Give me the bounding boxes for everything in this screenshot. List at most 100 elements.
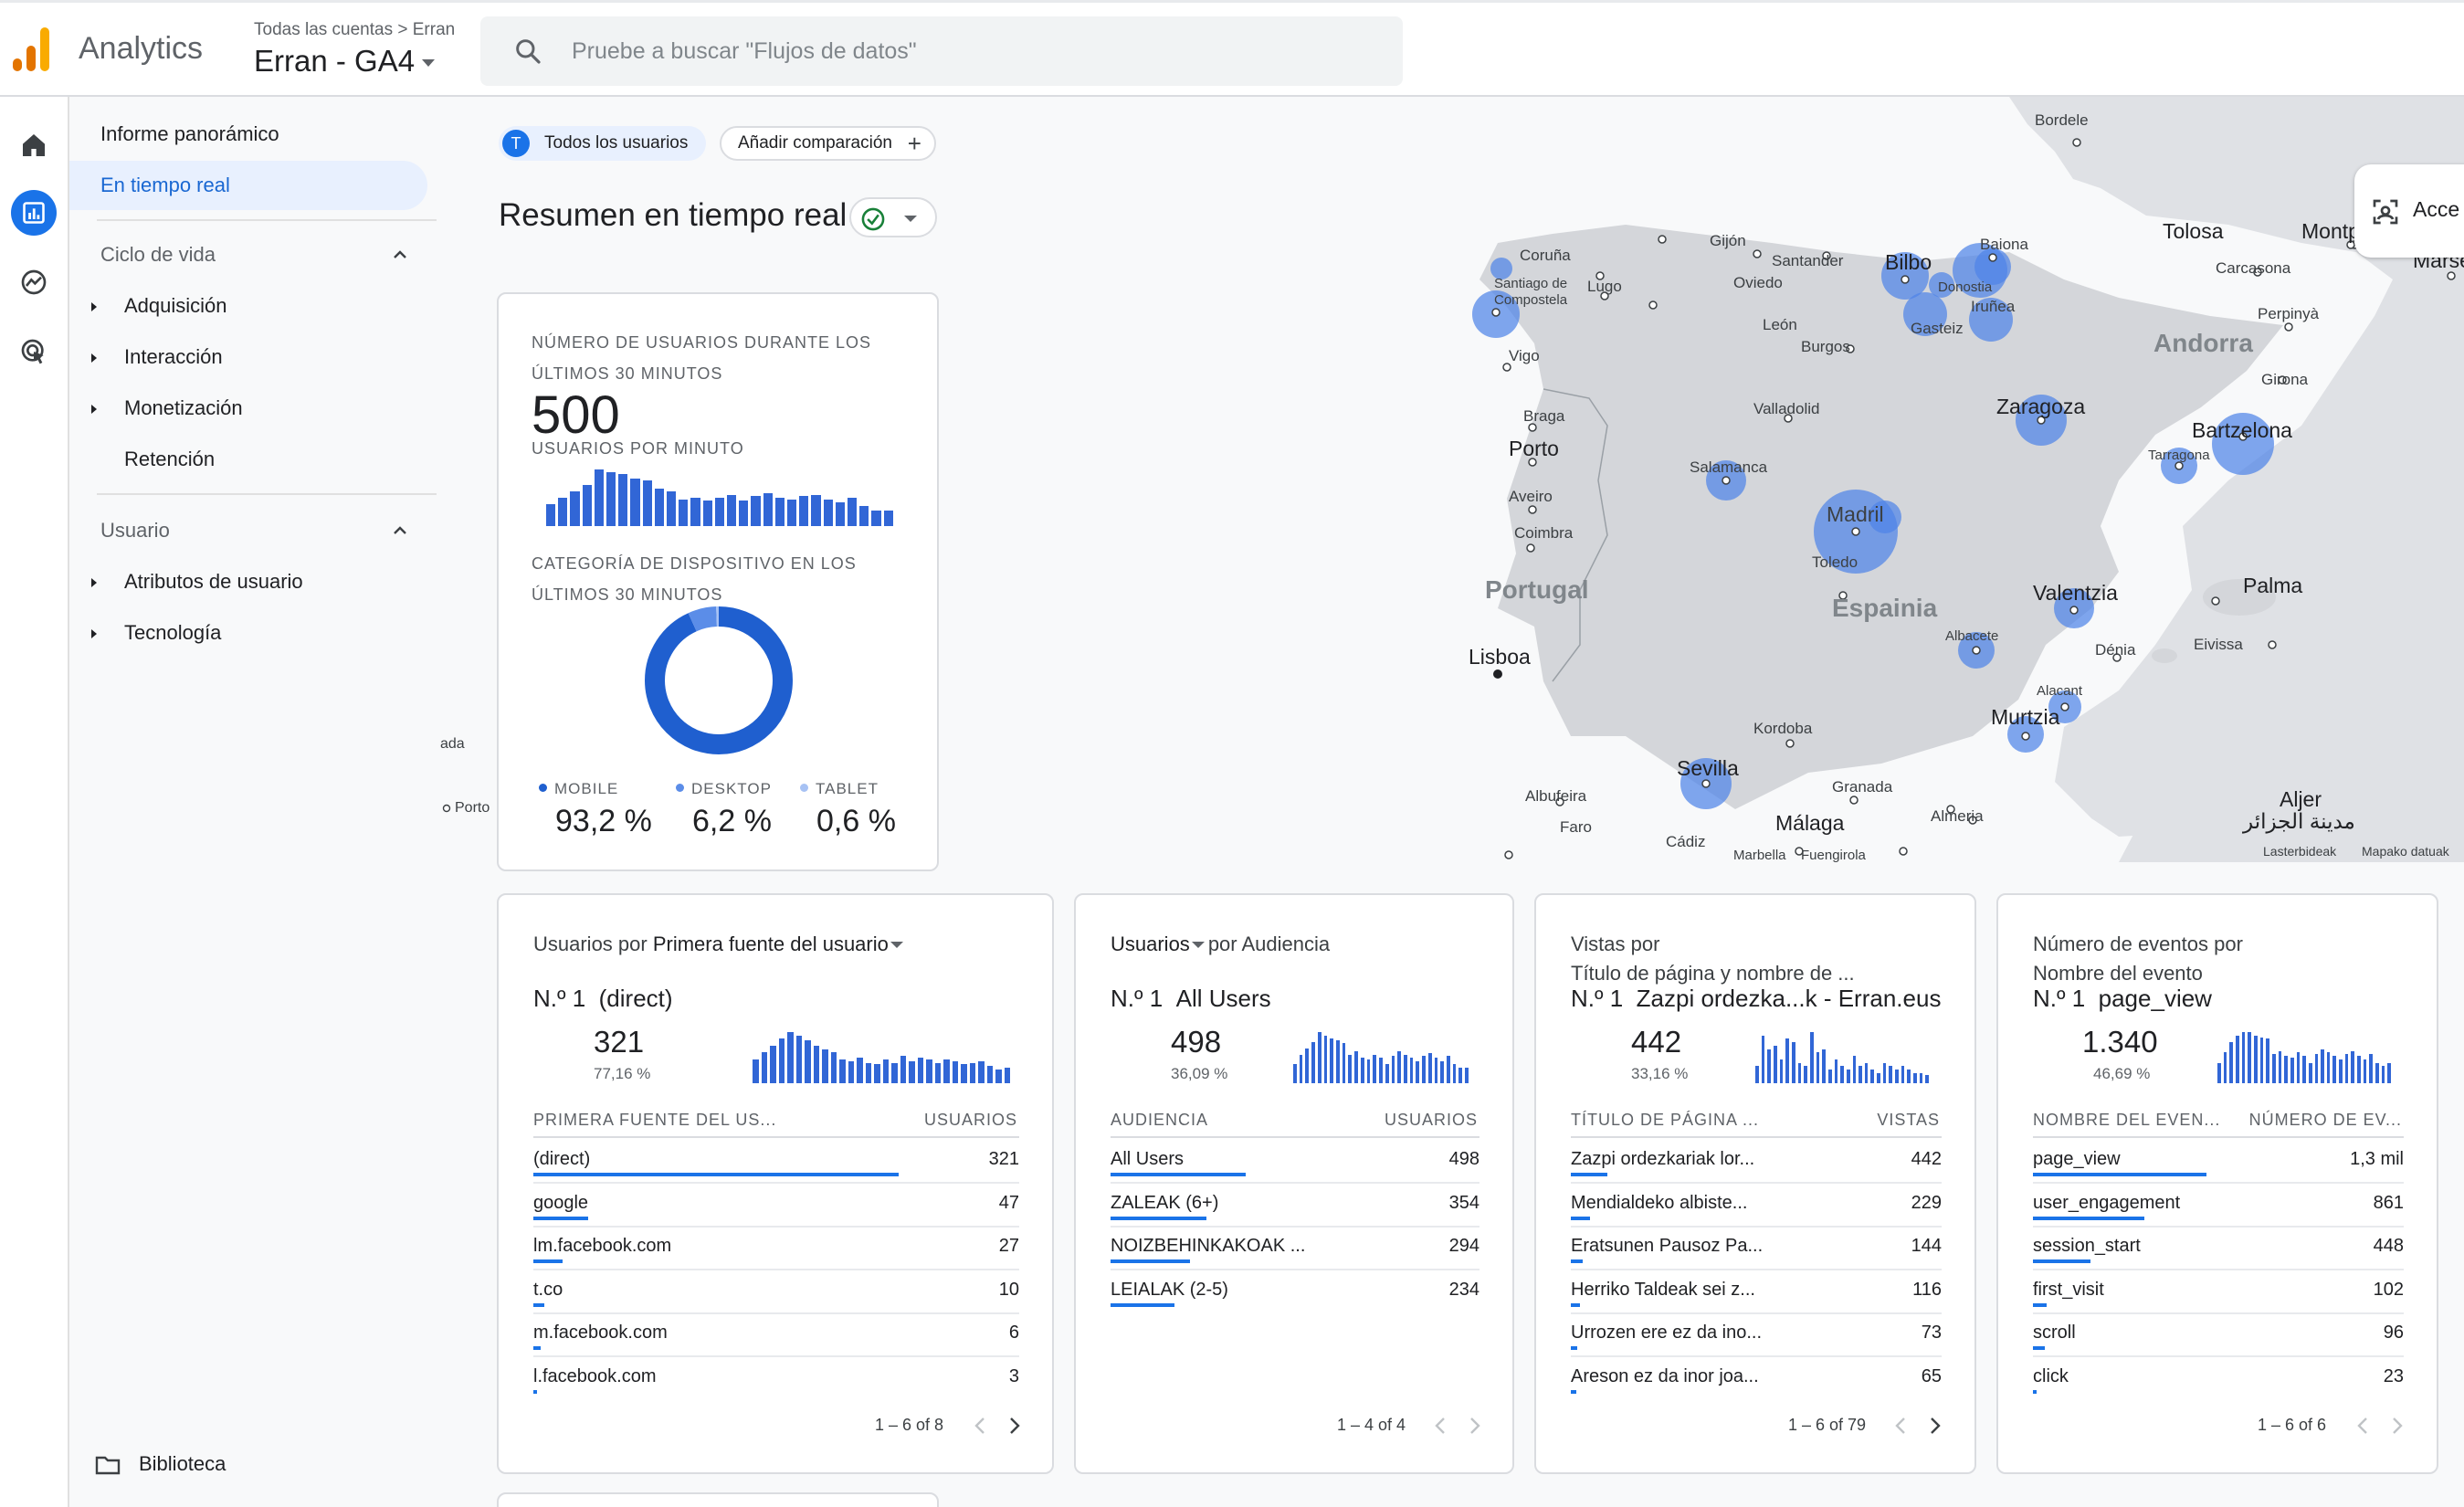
table-row[interactable]: Zazpi ordezkariak lor... 442 — [1571, 1140, 1942, 1184]
minute-bar — [848, 498, 858, 526]
nav-item-engagement[interactable]: Interacción — [69, 332, 427, 382]
nav-realtime[interactable]: En tiempo real — [69, 161, 427, 210]
table-row[interactable]: Areson ez da inor joa... 65 — [1571, 1357, 1942, 1401]
donut-slice[interactable] — [645, 606, 793, 754]
sparkline-chart[interactable] — [2217, 1032, 2392, 1083]
expand-arrow-icon — [91, 353, 97, 363]
property-selector[interactable]: Erran - GA4 — [254, 44, 436, 79]
map-attribution[interactable]: Lasterbideak — [2263, 844, 2337, 859]
table-row[interactable]: t.co 10 — [533, 1270, 1019, 1314]
card-metric: Usuarios por — [533, 933, 653, 955]
column-header-metric[interactable]: NÚMERO DE EV... — [2248, 1111, 2402, 1129]
device-donut-chart[interactable] — [643, 605, 795, 756]
nav-item-user-attributes[interactable]: Atributos de usuario — [69, 557, 427, 606]
sparkline-chart[interactable] — [1293, 1032, 1469, 1083]
search-bar[interactable] — [480, 16, 1403, 86]
card-title[interactable]: Usuarios por Primera fuente del usuario — [533, 930, 903, 959]
minute-bar — [774, 498, 785, 526]
reports-icon[interactable] — [11, 190, 57, 236]
row-proportion-bar — [1111, 1259, 1191, 1263]
table-row[interactable]: google 47 — [533, 1184, 1019, 1228]
next-page-icon[interactable] — [1006, 1416, 1023, 1436]
column-header-dimension[interactable]: TÍTULO DE PÁGINA ... — [1571, 1111, 1760, 1129]
table-row[interactable]: session_start 448 — [2033, 1227, 2404, 1270]
next-page-icon[interactable] — [1927, 1416, 1943, 1436]
nav-item-acquisition[interactable]: Adquisición — [69, 281, 427, 331]
table-row[interactable]: m.facebook.com 6 — [533, 1313, 1019, 1357]
nav-item-label: Tecnología — [124, 621, 222, 644]
sparkline-bar — [2278, 1050, 2282, 1083]
home-icon[interactable] — [11, 122, 57, 168]
sparkline-bar — [1403, 1054, 1407, 1083]
table-row[interactable]: lm.facebook.com 27 — [533, 1227, 1019, 1270]
table-row[interactable]: Urrozen ere ez da ino... 73 — [1571, 1313, 1942, 1357]
sparkline-chart[interactable] — [1755, 1032, 1930, 1083]
donut-slice[interactable] — [645, 606, 793, 754]
column-header-metric[interactable]: USUARIOS — [923, 1111, 1017, 1129]
table-row[interactable]: scroll 96 — [2033, 1313, 2404, 1357]
nav-item-retention[interactable]: Retención — [69, 435, 427, 484]
folder-icon — [95, 1456, 121, 1475]
table-row[interactable]: (direct) 321 — [533, 1140, 1019, 1184]
city-label: Faro — [1560, 818, 1592, 836]
table-row[interactable]: l.facebook.com 3 — [533, 1357, 1019, 1401]
map-access-button[interactable]: Acce — [2354, 164, 2464, 258]
row-divider — [533, 1269, 1019, 1270]
sparkline-chart[interactable] — [753, 1032, 1010, 1083]
row-label: lm.facebook.com — [533, 1236, 672, 1256]
map[interactable]: Bordele Gijón Santander Bilbo Baiona Don… — [1425, 97, 2464, 862]
table-row[interactable]: All Users 498 — [1111, 1140, 1479, 1184]
column-header-metric[interactable]: VISTAS — [1877, 1111, 1940, 1129]
advertising-icon[interactable] — [11, 329, 57, 374]
column-header-dimension[interactable]: AUDIENCIA — [1111, 1111, 1209, 1129]
next-page-icon[interactable] — [2389, 1416, 2406, 1436]
search-input[interactable] — [572, 31, 1357, 71]
nav-item-technology[interactable]: Tecnología — [69, 608, 427, 658]
add-comparison-button[interactable]: Añadir comparación + — [720, 126, 936, 161]
prev-page-icon[interactable] — [1892, 1416, 1909, 1436]
map-attribution[interactable]: Mapako datuak — [2362, 844, 2449, 859]
legend-label: MOBILE — [554, 780, 619, 797]
column-header-dimension[interactable]: PRIMERA FUENTE DEL US... — [533, 1111, 777, 1129]
expand-arrow-icon — [91, 629, 97, 638]
card-title[interactable]: Número de eventos por Nombre del evento — [2033, 930, 2243, 988]
nav-lifecycle[interactable]: Ciclo de vida — [69, 230, 427, 279]
nav-item-monetization[interactable]: Monetización — [69, 384, 427, 433]
users-per-minute-chart[interactable] — [546, 469, 893, 526]
analytics-logo[interactable] — [13, 24, 53, 75]
minute-bar — [763, 492, 773, 526]
next-page-icon[interactable] — [1467, 1416, 1483, 1436]
table-row[interactable]: page_view 1,3 mil — [2033, 1140, 2404, 1184]
sparkline-bar — [2217, 1062, 2221, 1083]
card-title[interactable]: Usuarios por Audiencia — [1111, 930, 1330, 959]
table-row[interactable]: click 23 — [2033, 1357, 2404, 1401]
prev-page-icon[interactable] — [2354, 1416, 2371, 1436]
bubble-gasteiz — [1903, 292, 1947, 336]
rank-label: N.º 1 — [533, 985, 586, 1012]
sparkline-bar — [1870, 1070, 1875, 1083]
nav-overview[interactable]: Informe panorámico — [100, 122, 279, 145]
table-row[interactable]: ZALEAK (6+) 354 — [1111, 1184, 1479, 1228]
breadcrumb[interactable]: Todas las cuentas > Erran — [254, 20, 456, 39]
minute-bar — [859, 505, 869, 526]
column-header-metric[interactable]: USUARIOS — [1384, 1111, 1478, 1129]
prev-page-icon[interactable] — [1432, 1416, 1448, 1436]
table-row[interactable]: LEIALAK (2-5) 234 — [1111, 1270, 1479, 1314]
table-row[interactable]: Herriko Taldeak sei z... 116 — [1571, 1270, 1942, 1314]
table-row[interactable]: NOIZBEHINKAKOAK ... 294 — [1111, 1227, 1479, 1270]
bubble-donostia-2 — [1974, 248, 2011, 285]
table-row[interactable]: Eratsunen Pausoz Pa... 144 — [1571, 1227, 1942, 1270]
comparison-chip-all-users[interactable]: T Todos los usuarios — [499, 126, 707, 161]
explore-icon[interactable] — [11, 259, 57, 305]
sparkline-bar — [1397, 1051, 1401, 1083]
data-quality-dropdown[interactable] — [849, 197, 937, 237]
city-label: Gasteiz — [1911, 320, 1964, 337]
table-row[interactable]: first_visit 102 — [2033, 1270, 2404, 1314]
table-row[interactable]: Mendialdeko albiste... 229 — [1571, 1184, 1942, 1228]
minute-bar — [751, 496, 761, 526]
card-title[interactable]: Vistas por Título de página y nombre de .… — [1571, 930, 1855, 988]
prev-page-icon[interactable] — [972, 1416, 988, 1436]
nav-user[interactable]: Usuario — [69, 506, 427, 555]
table-row[interactable]: user_engagement 861 — [2033, 1184, 2404, 1228]
column-header-dimension[interactable]: NOMBRE DEL EVEN... — [2033, 1111, 2221, 1129]
